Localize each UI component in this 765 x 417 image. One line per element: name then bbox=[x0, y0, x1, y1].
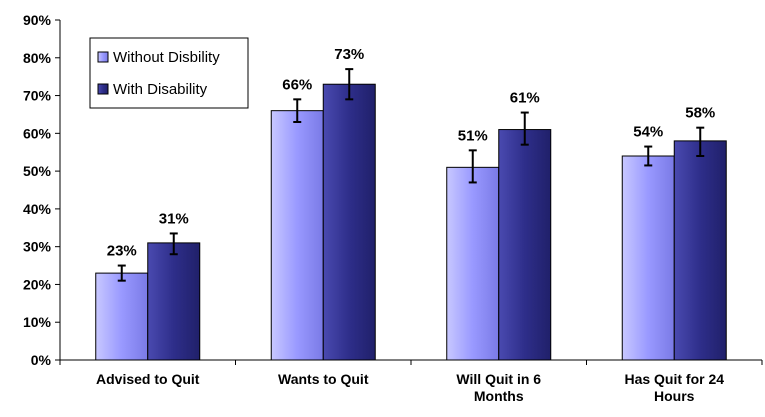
x-category-label-line: Hours bbox=[654, 388, 695, 404]
bar bbox=[270, 110, 324, 361]
data-label: 51% bbox=[458, 127, 488, 144]
data-label: 58% bbox=[685, 105, 715, 122]
x-category-label-line: Has Quit for 24 bbox=[624, 371, 724, 387]
bar bbox=[498, 129, 552, 361]
legend-swatch bbox=[97, 51, 109, 63]
y-tick-label: 20% bbox=[23, 276, 52, 292]
legend-swatch bbox=[97, 83, 109, 95]
bar bbox=[322, 83, 376, 361]
y-tick-label: 70% bbox=[23, 88, 52, 104]
y-tick-label: 80% bbox=[23, 50, 52, 66]
y-tick-label: 10% bbox=[23, 314, 52, 330]
bar bbox=[147, 242, 201, 361]
y-tick-label: 30% bbox=[23, 239, 52, 255]
bar bbox=[446, 166, 500, 361]
x-category-label: Advised to Quit bbox=[96, 371, 200, 387]
data-label: 23% bbox=[107, 243, 137, 260]
data-label: 66% bbox=[282, 76, 312, 93]
x-category-label-line: Wants to Quit bbox=[278, 371, 369, 387]
legend: Without Disbility With Disability bbox=[89, 37, 249, 109]
y-tick-label: 90% bbox=[23, 12, 52, 28]
y-axis: 0% 10% 20% 30% 40% 50% 60% 70% 80% 90% bbox=[23, 12, 61, 368]
legend-label: Without Disbility bbox=[113, 49, 220, 66]
bar bbox=[673, 140, 727, 361]
error-bars bbox=[117, 68, 705, 282]
x-category-label-line: Months bbox=[474, 388, 524, 404]
bars bbox=[95, 83, 727, 361]
bar bbox=[621, 155, 675, 361]
legend-box bbox=[89, 37, 249, 109]
x-category-label-line: Will Quit in 6 bbox=[456, 371, 541, 387]
x-category-label: Has Quit for 24 Hours bbox=[624, 371, 724, 404]
y-tick-label: 60% bbox=[23, 125, 52, 141]
x-category-label-line: Advised to Quit bbox=[96, 371, 200, 387]
data-label: 61% bbox=[510, 90, 540, 107]
y-tick-label: 40% bbox=[23, 201, 52, 217]
bar bbox=[95, 272, 149, 361]
data-label: 54% bbox=[633, 124, 663, 141]
x-category-label: Will Quit in 6 Months bbox=[456, 371, 541, 404]
data-label: 31% bbox=[159, 210, 189, 227]
legend-label: With Disability bbox=[113, 81, 208, 98]
data-labels: 23% 31% 66% 73% 51% 61% 54% 58% bbox=[107, 46, 716, 259]
data-label: 73% bbox=[334, 46, 364, 63]
x-category-label: Wants to Quit bbox=[278, 371, 369, 387]
y-tick-label: 50% bbox=[23, 163, 52, 179]
y-tick-label: 0% bbox=[31, 352, 52, 368]
x-axis: Advised to Quit Wants to Quit Will Quit in… bbox=[59, 359, 763, 404]
